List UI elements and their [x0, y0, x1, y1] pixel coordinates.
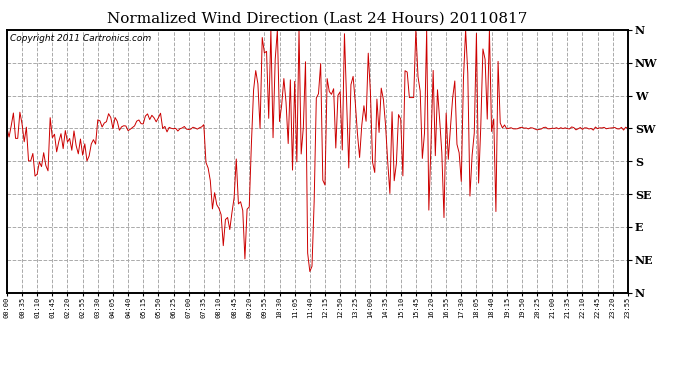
Text: Normalized Wind Direction (Last 24 Hours) 20110817: Normalized Wind Direction (Last 24 Hours…: [107, 11, 528, 25]
Text: Copyright 2011 Cartronics.com: Copyright 2011 Cartronics.com: [10, 34, 151, 43]
